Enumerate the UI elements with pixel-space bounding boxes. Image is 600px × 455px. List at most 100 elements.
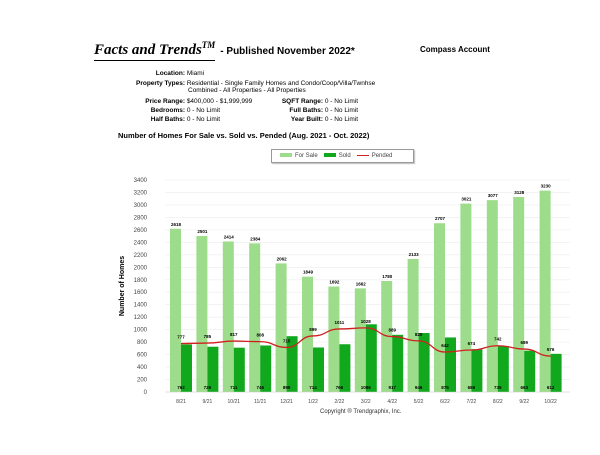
sold-bar [286, 336, 298, 392]
sold-bar [207, 346, 219, 392]
x-tick-label: 1/22 [308, 399, 318, 405]
filter-location: Location: Miami [155, 70, 205, 77]
x-tick-label: 2/22 [335, 399, 345, 405]
x-tick-label: 9/22 [519, 399, 529, 405]
filter-year-built: Year Built: 0 - No Limit [290, 116, 359, 123]
for-sale-data-label: 2707 [435, 216, 446, 221]
for-sale-bar [302, 276, 313, 392]
sold-bar [233, 347, 245, 392]
y-tick-label: 2000 [134, 265, 148, 271]
x-tick-label: 10/22 [544, 399, 557, 405]
published-date: - Published November 2022* [220, 46, 355, 57]
chart-legend: For Sale Sold Pended [271, 149, 414, 163]
sold-data-label: 746 [256, 385, 264, 390]
for-sale-swatch [280, 153, 292, 158]
chart-title: Number of Homes For Sale vs. Sold vs. Pe… [118, 131, 370, 140]
pended-data-label: 1028 [361, 319, 372, 324]
sold-bar [313, 347, 324, 392]
y-tick-label: 2600 [134, 228, 148, 234]
sold-bar [445, 337, 456, 392]
sold-data-label: 714 [309, 385, 317, 390]
for-sale-bar [486, 200, 498, 392]
for-sale-bar [460, 203, 472, 392]
for-sale-data-label: 2062 [277, 256, 288, 261]
pended-data-label: 576 [547, 347, 555, 352]
sold-data-label: 917 [388, 385, 396, 390]
account-name: Compass Account [420, 45, 490, 54]
x-tick-label: 7/22 [467, 399, 477, 405]
copyright: Copyright ® Trendgraphix, Inc. [320, 409, 402, 415]
sold-bar [418, 333, 430, 392]
sold-data-label: 766 [336, 385, 344, 390]
for-sale-data-label: 2384 [250, 236, 261, 241]
sold-data-label: 762 [177, 385, 185, 390]
y-tick-label: 2400 [134, 240, 148, 246]
sold-bar [339, 344, 351, 392]
filter-half-baths: Half Baths: 0 - No Limit [150, 116, 221, 123]
sold-data-label: 726 [204, 385, 212, 390]
sold-bar [471, 349, 483, 392]
pended-data-label: 742 [494, 337, 502, 342]
x-tick-label: 6/22 [440, 399, 450, 405]
sold-data-label: 946 [415, 385, 423, 390]
legend-pended: Pended [356, 153, 392, 159]
pended-data-label: 674 [468, 341, 476, 346]
sold-data-label: 686 [468, 385, 476, 390]
for-sale-bar [354, 288, 366, 392]
filter-bedrooms: Bedrooms: 0 - No Limit [150, 107, 221, 114]
for-sale-data-label: 3077 [488, 193, 499, 198]
y-tick-label: 400 [137, 365, 148, 371]
pended-data-label: 777 [177, 335, 185, 340]
for-sale-bar [275, 263, 287, 392]
y-tick-label: 2800 [134, 215, 148, 221]
sold-bar [260, 345, 272, 392]
for-sale-data-label: 1662 [356, 281, 367, 286]
pended-data-label: 820 [415, 332, 423, 337]
filter-price-range: Price Range: $400,000 - $1,999,999 [145, 98, 253, 105]
filter-property-types: Property Types: Residential - Single Fam… [135, 80, 376, 94]
for-sale-data-label: 1692 [329, 279, 340, 284]
for-sale-bar [539, 190, 551, 392]
sold-data-label: 875 [441, 385, 449, 390]
y-tick-label: 2200 [134, 253, 148, 259]
x-tick-label: 11/21 [254, 399, 266, 405]
pended-data-label: 899 [309, 327, 317, 332]
for-sale-bar [381, 281, 393, 392]
trademark: TM [201, 40, 216, 50]
for-sale-bar [170, 228, 181, 392]
title-row: Facts and TrendsTM - Published November … [94, 40, 355, 61]
y-tick-label: 200 [137, 378, 148, 384]
y-tick-label: 3400 [134, 178, 148, 184]
y-tick-label: 3000 [134, 203, 148, 209]
y-tick-label: 1600 [134, 290, 148, 296]
for-sale-bar [328, 286, 340, 392]
pended-data-label: 642 [441, 343, 449, 348]
x-tick-label: 8/21 [176, 399, 186, 405]
for-sale-data-label: 3021 [461, 197, 472, 202]
pended-line [180, 327, 551, 357]
for-sale-data-label: 3230 [541, 184, 552, 189]
x-tick-label: 12/21 [280, 399, 293, 405]
for-sale-bar [434, 223, 445, 392]
y-tick-label: 3200 [134, 190, 148, 196]
for-sale-data-label: 1849 [303, 270, 314, 275]
for-sale-bar [196, 236, 208, 392]
y-tick-label: 1000 [134, 328, 148, 334]
y-tick-label: 600 [137, 353, 148, 359]
for-sale-data-label: 1780 [382, 274, 393, 279]
for-sale-bar [249, 243, 261, 392]
sold-data-label: 735 [494, 385, 502, 390]
pended-data-label: 889 [388, 328, 396, 333]
sold-bar [497, 346, 509, 392]
y-tick-label: 800 [137, 340, 148, 346]
x-tick-label: 9/21 [203, 399, 213, 405]
x-tick-label: 8/22 [493, 399, 503, 405]
y-tick-label: 1200 [134, 315, 148, 321]
sold-data-label: 711 [230, 385, 238, 390]
sold-bar [365, 324, 377, 392]
filter-full-baths: Full Baths: 0 - No Limit [289, 107, 359, 114]
sold-data-label: 895 [283, 385, 291, 390]
pended-data-label: 689 [520, 340, 528, 345]
report-title: Facts and TrendsTM [94, 40, 216, 61]
